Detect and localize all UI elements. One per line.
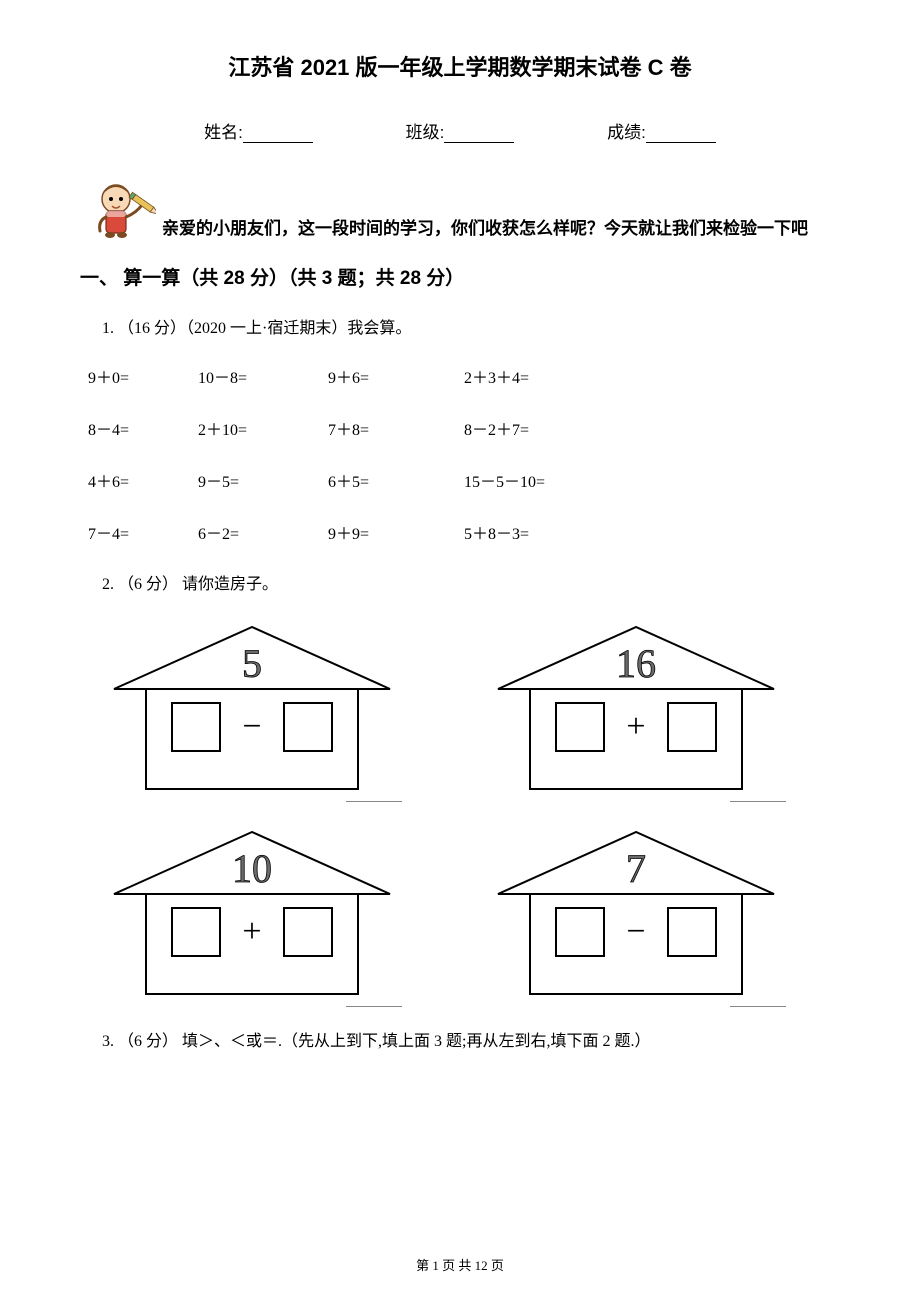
calc-cell: 6＋5= [328, 468, 464, 492]
house-3: 10 + [102, 824, 402, 1007]
calc-cell: 5＋8－3= [464, 520, 644, 544]
calc-row: 7－4= 6－2= 9＋9= 5＋8－3= [88, 520, 840, 544]
q3-prompt: 3. （6 分） 填＞、＜或＝.（先从上到下,填上面 3 题;再从左到右,填下面… [102, 1029, 840, 1055]
house-underline [730, 1006, 786, 1007]
calc-cell: 2＋3＋4= [464, 364, 644, 388]
calc-cell: 9－5= [198, 468, 328, 492]
class-label: 班级: [406, 118, 445, 143]
calc-cell: 15－5－10= [464, 468, 644, 492]
q2-houses-row-1: 5 − 16 + [102, 619, 840, 802]
class-blank [444, 126, 514, 143]
name-blank [243, 126, 313, 143]
house-roof-number: 7 [626, 846, 646, 891]
calc-cell: 8－2＋7= [464, 416, 644, 440]
q1-calc-grid: 9＋0= 10－8= 9＋6= 2＋3＋4= 8－4= 2＋10= 7＋8= 8… [88, 364, 840, 544]
calc-cell: 9＋6= [328, 364, 464, 388]
calc-row: 8－4= 2＋10= 7＋8= 8－2＋7= [88, 416, 840, 440]
house-svg: 5 − [102, 619, 402, 797]
house-op: + [242, 913, 261, 950]
calc-cell: 10－8= [198, 364, 328, 388]
house-op: − [242, 708, 261, 745]
q1-prompt: 1. （16 分）（2020 一上·宿迁期末）我会算。 [102, 316, 840, 342]
calc-cell: 8－4= [88, 416, 198, 440]
score-blank [646, 126, 716, 143]
cartoon-icon [88, 177, 156, 245]
calc-cell: 2＋10= [198, 416, 328, 440]
house-roof-number: 5 [242, 641, 262, 686]
page-footer: 第 1 页 共 12 页 [0, 1255, 920, 1274]
calc-cell: 6－2= [198, 520, 328, 544]
calc-row: 4＋6= 9－5= 6＋5= 15－5－10= [88, 468, 840, 492]
score-label: 成绩: [607, 118, 646, 143]
house-underline [346, 1006, 402, 1007]
intro-text: 亲爱的小朋友们，这一段时间的学习，你们收获怎么样呢？今天就让我们来检验一下吧 [162, 214, 808, 245]
house-underline [346, 801, 402, 802]
intro-row: 亲爱的小朋友们，这一段时间的学习，你们收获怎么样呢？今天就让我们来检验一下吧 [80, 177, 840, 245]
info-line: 姓名: 班级: 成绩: [80, 118, 840, 143]
name-label: 姓名: [204, 118, 243, 143]
house-4: 7 − [486, 824, 786, 1007]
house-svg: 10 + [102, 824, 402, 1002]
calc-cell: 9＋9= [328, 520, 464, 544]
calc-cell: 4＋6= [88, 468, 198, 492]
house-roof-number: 16 [616, 641, 656, 686]
house-1: 5 − [102, 619, 402, 802]
house-op: + [626, 708, 645, 745]
house-op: − [626, 913, 645, 950]
q2-houses-row-2: 10 + 7 − [102, 824, 840, 1007]
calc-cell: 9＋0= [88, 364, 198, 388]
house-underline [730, 801, 786, 802]
calc-cell: 7＋8= [328, 416, 464, 440]
calc-cell: 7－4= [88, 520, 198, 544]
section-1-heading: 一、 算一算（共 28 分）（共 3 题；共 28 分） [80, 263, 840, 290]
page-title: 江苏省 2021 版一年级上学期数学期末试卷 C 卷 [80, 50, 840, 82]
house-svg: 16 + [486, 619, 786, 797]
house-roof-number: 10 [232, 846, 272, 891]
house-svg: 7 − [486, 824, 786, 1002]
q2-prompt: 2. （6 分） 请你造房子。 [102, 572, 840, 598]
calc-row: 9＋0= 10－8= 9＋6= 2＋3＋4= [88, 364, 840, 388]
house-2: 16 + [486, 619, 786, 802]
